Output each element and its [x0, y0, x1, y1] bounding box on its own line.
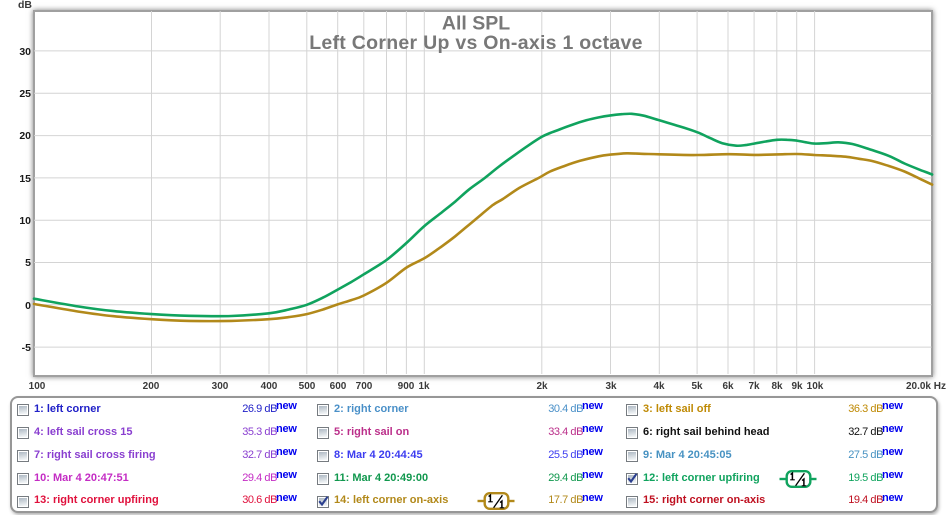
svg-text:Left Corner Up vs On-axis 1 oc: Left Corner Up vs On-axis 1 octave: [309, 32, 643, 54]
svg-text:All SPL: All SPL: [442, 13, 510, 35]
